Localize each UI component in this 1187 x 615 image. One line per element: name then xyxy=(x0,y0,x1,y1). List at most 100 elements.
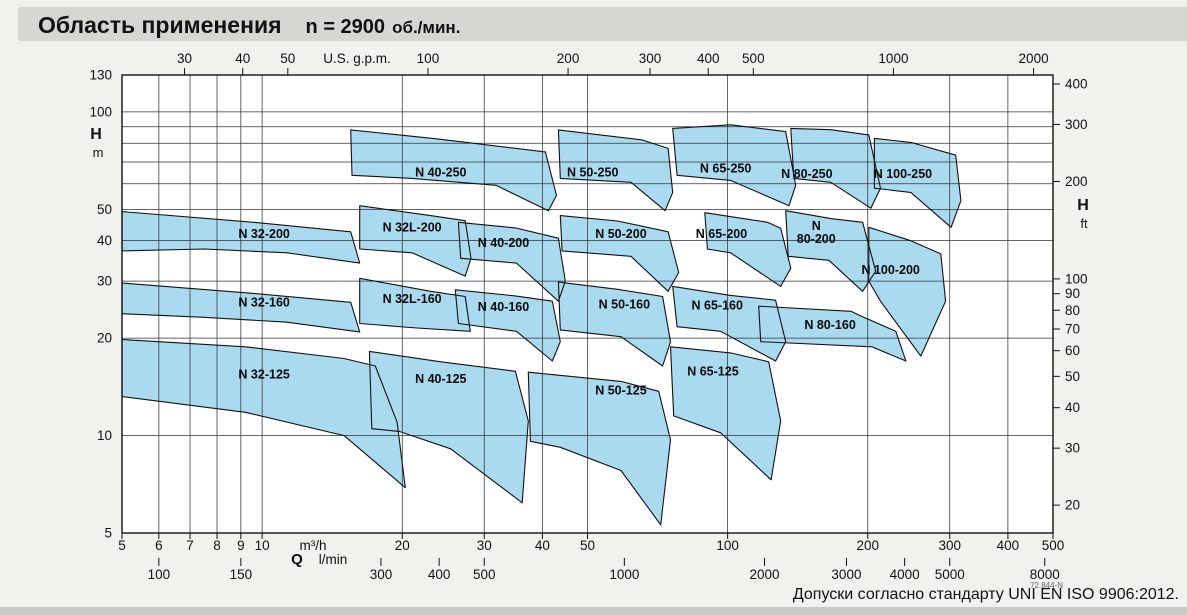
top-axis-tick-label: 200 xyxy=(557,51,580,66)
left-axis-tick-label: 50 xyxy=(97,202,112,217)
top-axis-tick-label: 50 xyxy=(280,51,295,66)
pump-region-outline xyxy=(559,215,680,292)
left-axis-tick-label: 10 xyxy=(97,428,112,443)
bottom-axis-tick-label: 30 xyxy=(477,538,492,553)
pump-region-label: N 80-160 xyxy=(804,318,855,332)
pump-region-fill xyxy=(558,129,673,211)
pump-region-fill xyxy=(359,278,471,332)
pump-region-outline xyxy=(557,129,674,212)
bottom-axis-tick-label: 400 xyxy=(997,538,1020,553)
speed-unit: об./мин. xyxy=(392,18,461,37)
pump-region-outline xyxy=(527,371,672,526)
pump-region-fill xyxy=(868,227,946,357)
bottom-axis-tick-label: 10 xyxy=(255,538,270,553)
lmin-axis-tick-label: 2000 xyxy=(749,567,779,582)
pump-region-fill xyxy=(528,372,671,525)
top-axis-tick-label: 300 xyxy=(639,51,662,66)
bottom-axis-tick-label: 7 xyxy=(186,538,194,553)
pump-region-fill xyxy=(558,282,671,366)
top-axis-unit-label: U.S. g.p.m. xyxy=(323,51,391,66)
pump-region-label: N 40-200 xyxy=(478,236,529,250)
pump-region-label: N 40-160 xyxy=(478,300,529,314)
right-axis-tick-label: 20 xyxy=(1065,498,1080,513)
pump-region-outline xyxy=(868,226,947,357)
left-axis-tick-label: 130 xyxy=(89,68,112,83)
pump-region-label: N 32L-200 xyxy=(383,221,442,235)
bottom-axis-tick-label: 6 xyxy=(155,538,163,553)
bottom-axis-tick-label: 40 xyxy=(535,538,550,553)
lmin-axis-tick-label: 150 xyxy=(230,567,253,582)
pump-region-outline xyxy=(368,350,529,504)
left-axis-label: H xyxy=(90,126,102,143)
pump-region-outline xyxy=(704,212,792,287)
pump-region-label: 80-200 xyxy=(797,232,836,246)
lmin-axis-tick-label: 8000 xyxy=(1030,567,1060,582)
pump-region-label: N 40-125 xyxy=(415,372,466,386)
top-axis-tick-label: 400 xyxy=(697,51,720,66)
title-bar: Область применения n = 2900 об./мин. xyxy=(18,7,1187,41)
top-axis-tick-label: 1000 xyxy=(878,51,908,66)
top-axis-tick-label: 500 xyxy=(742,51,765,66)
pump-region-fill xyxy=(369,351,529,503)
pump-region-label: N 32-160 xyxy=(238,296,289,310)
page-title: Область применения xyxy=(38,12,282,38)
pump-region-outline xyxy=(350,129,558,212)
pump-region-fill xyxy=(670,346,781,480)
pump-region-outline xyxy=(758,305,907,362)
pump-region-outline xyxy=(873,137,962,228)
lmin-axis-tick-label: 400 xyxy=(428,567,451,582)
right-axis-unit-label: ft xyxy=(1080,216,1088,231)
bottom-axis-unit-m3h: m³/h xyxy=(300,538,327,553)
pump-region-outline xyxy=(359,277,471,332)
pump-region-fill xyxy=(704,212,791,287)
pump-region-label: N 32-125 xyxy=(238,367,289,381)
pump-region-fill xyxy=(455,289,561,361)
pump-region-outline xyxy=(672,285,787,362)
lmin-axis-tick-label: 1000 xyxy=(609,567,639,582)
pump-region-label: N 50-160 xyxy=(599,297,650,311)
right-axis-tick-label: 50 xyxy=(1065,369,1080,384)
left-axis-tick-label: 20 xyxy=(97,331,112,346)
pump-region-fill xyxy=(122,339,406,488)
pump-region-fill xyxy=(560,215,679,292)
pump-region-label: N 65-125 xyxy=(687,365,738,379)
right-axis-tick-label: 200 xyxy=(1065,174,1088,189)
right-axis-tick-label: 70 xyxy=(1065,322,1080,337)
pump-region-fill xyxy=(672,124,796,206)
bottom-axis-tick-label: 20 xyxy=(395,538,410,553)
top-axis-tick-label: 30 xyxy=(177,51,192,66)
right-axis-tick-label: 100 xyxy=(1065,271,1088,286)
lmin-axis-tick-label: 4000 xyxy=(890,567,920,582)
pump-region-outline xyxy=(457,221,566,302)
pump-region-outline xyxy=(454,289,561,362)
standard-note: Допуски согласно стандарту UNI EN ISO 99… xyxy=(792,586,1179,603)
lmin-axis-tick-label: 3000 xyxy=(831,567,861,582)
bottom-axis-tick-label: 200 xyxy=(856,538,879,553)
pump-region-label: N 50-125 xyxy=(595,384,646,398)
pump-region-outline xyxy=(669,346,782,481)
pump-region-label: N 100-250 xyxy=(874,167,932,181)
pump-region-outline xyxy=(672,124,797,207)
pump-region-label: N xyxy=(812,219,821,233)
bottom-axis-tick-label: 8 xyxy=(213,538,221,553)
bottom-axis-tick-label: 50 xyxy=(580,538,595,553)
left-axis-tick-label: 100 xyxy=(89,104,112,119)
pump-region-label: N 65-200 xyxy=(696,227,747,241)
right-axis-tick-label: 30 xyxy=(1065,441,1080,456)
pump-region-label: N 65-250 xyxy=(700,161,751,175)
pump-region-label: N 50-200 xyxy=(595,227,646,241)
right-axis-tick-label: 40 xyxy=(1065,400,1080,415)
lmin-axis-tick-label: 100 xyxy=(148,567,171,582)
pump-region-label: N 32-200 xyxy=(238,227,289,241)
right-axis-label: H xyxy=(1077,197,1089,214)
bottom-axis-unit-lmin-label: l/min xyxy=(319,552,348,567)
lmin-axis-tick-label: 500 xyxy=(473,567,496,582)
speed-value: n = 2900 xyxy=(305,16,386,38)
pump-region-outline xyxy=(121,282,361,333)
bottom-strip xyxy=(0,607,1187,615)
pump-region-fill xyxy=(874,138,961,228)
pump-region-label: N 80-250 xyxy=(781,167,832,181)
plot-border xyxy=(121,74,1054,534)
